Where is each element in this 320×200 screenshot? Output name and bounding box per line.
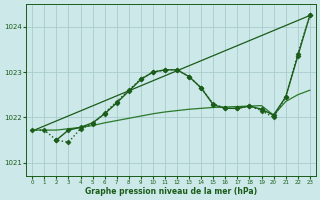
- X-axis label: Graphe pression niveau de la mer (hPa): Graphe pression niveau de la mer (hPa): [85, 187, 257, 196]
